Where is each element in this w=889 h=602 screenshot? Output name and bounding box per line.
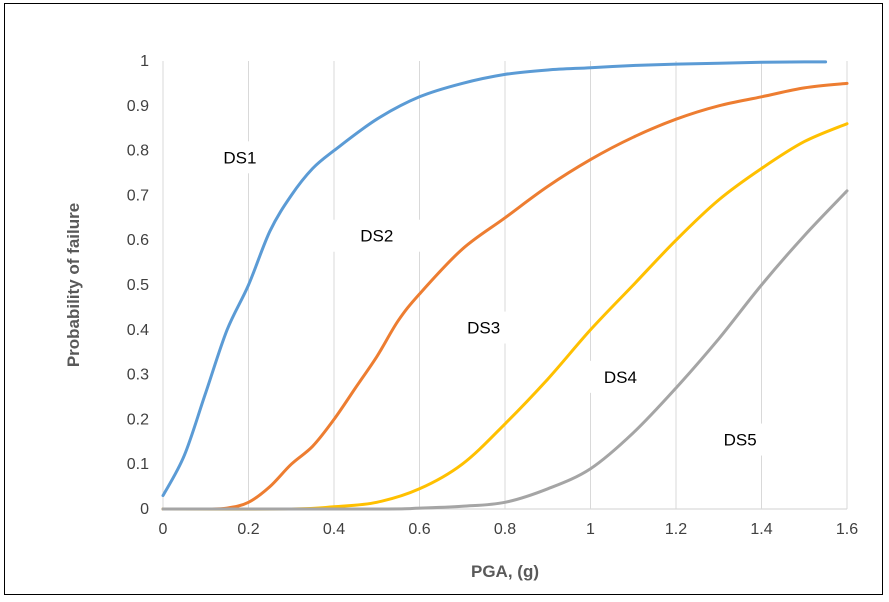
y-tick-label: 1 [140,53,149,70]
annotation-ds4: DS4 [604,368,637,387]
series-lines [161,60,849,511]
x-tick-label: 1.6 [836,521,858,538]
y-tick-label: 0.8 [127,143,149,160]
x-tick-label: 1.4 [750,521,772,538]
series-annotations: DS1 DS2 DS3 DS4 DS5 [193,141,787,456]
series-line-ds3 [161,122,849,511]
x-tick-labels: 0 0.2 0.4 0.6 0.8 1 1.2 1.4 1.6 [159,521,859,538]
y-tick-labels: 0 0.1 0.2 0.3 0.4 0.5 0.6 0.7 0.8 0.9 1 [127,53,149,518]
y-tick-label: 0.9 [127,98,149,115]
annotation-ds5: DS5 [724,431,757,450]
series-line-ds4 [161,189,849,511]
y-tick-label: 0 [140,501,149,518]
annotation-ds2: DS2 [360,227,393,246]
series-line-ds1 [161,60,828,498]
x-tick-label: 0.8 [494,521,516,538]
y-axis-title: Probability of failure [64,203,83,367]
y-tick-label: 0.6 [127,232,149,249]
annotation-background [193,141,286,174]
y-tick-label: 0.4 [127,322,149,339]
annotation-background [330,219,423,252]
y-tick-label: 0.5 [127,277,149,294]
x-axis-title: PGA, (g) [471,562,539,581]
x-tick-label: 0.2 [237,521,259,538]
series-line-ds2 [161,81,849,511]
x-tick-label: 0.4 [323,521,345,538]
y-tick-label: 0.2 [127,411,149,428]
annotation-background [574,360,667,393]
x-tick-label: 0.6 [408,521,430,538]
x-tick-label: 1.2 [665,521,687,538]
x-tick-label: 0 [159,521,168,538]
annotation-ds1: DS1 [223,148,256,167]
annotation-ds3: DS3 [467,319,500,338]
y-tick-label: 0.3 [127,367,149,384]
y-tick-label: 0.1 [127,456,149,473]
y-tick-label: 0.7 [127,187,149,204]
annotation-background [694,423,787,456]
annotation-background [437,311,530,344]
x-tick-label: 1 [586,521,595,538]
